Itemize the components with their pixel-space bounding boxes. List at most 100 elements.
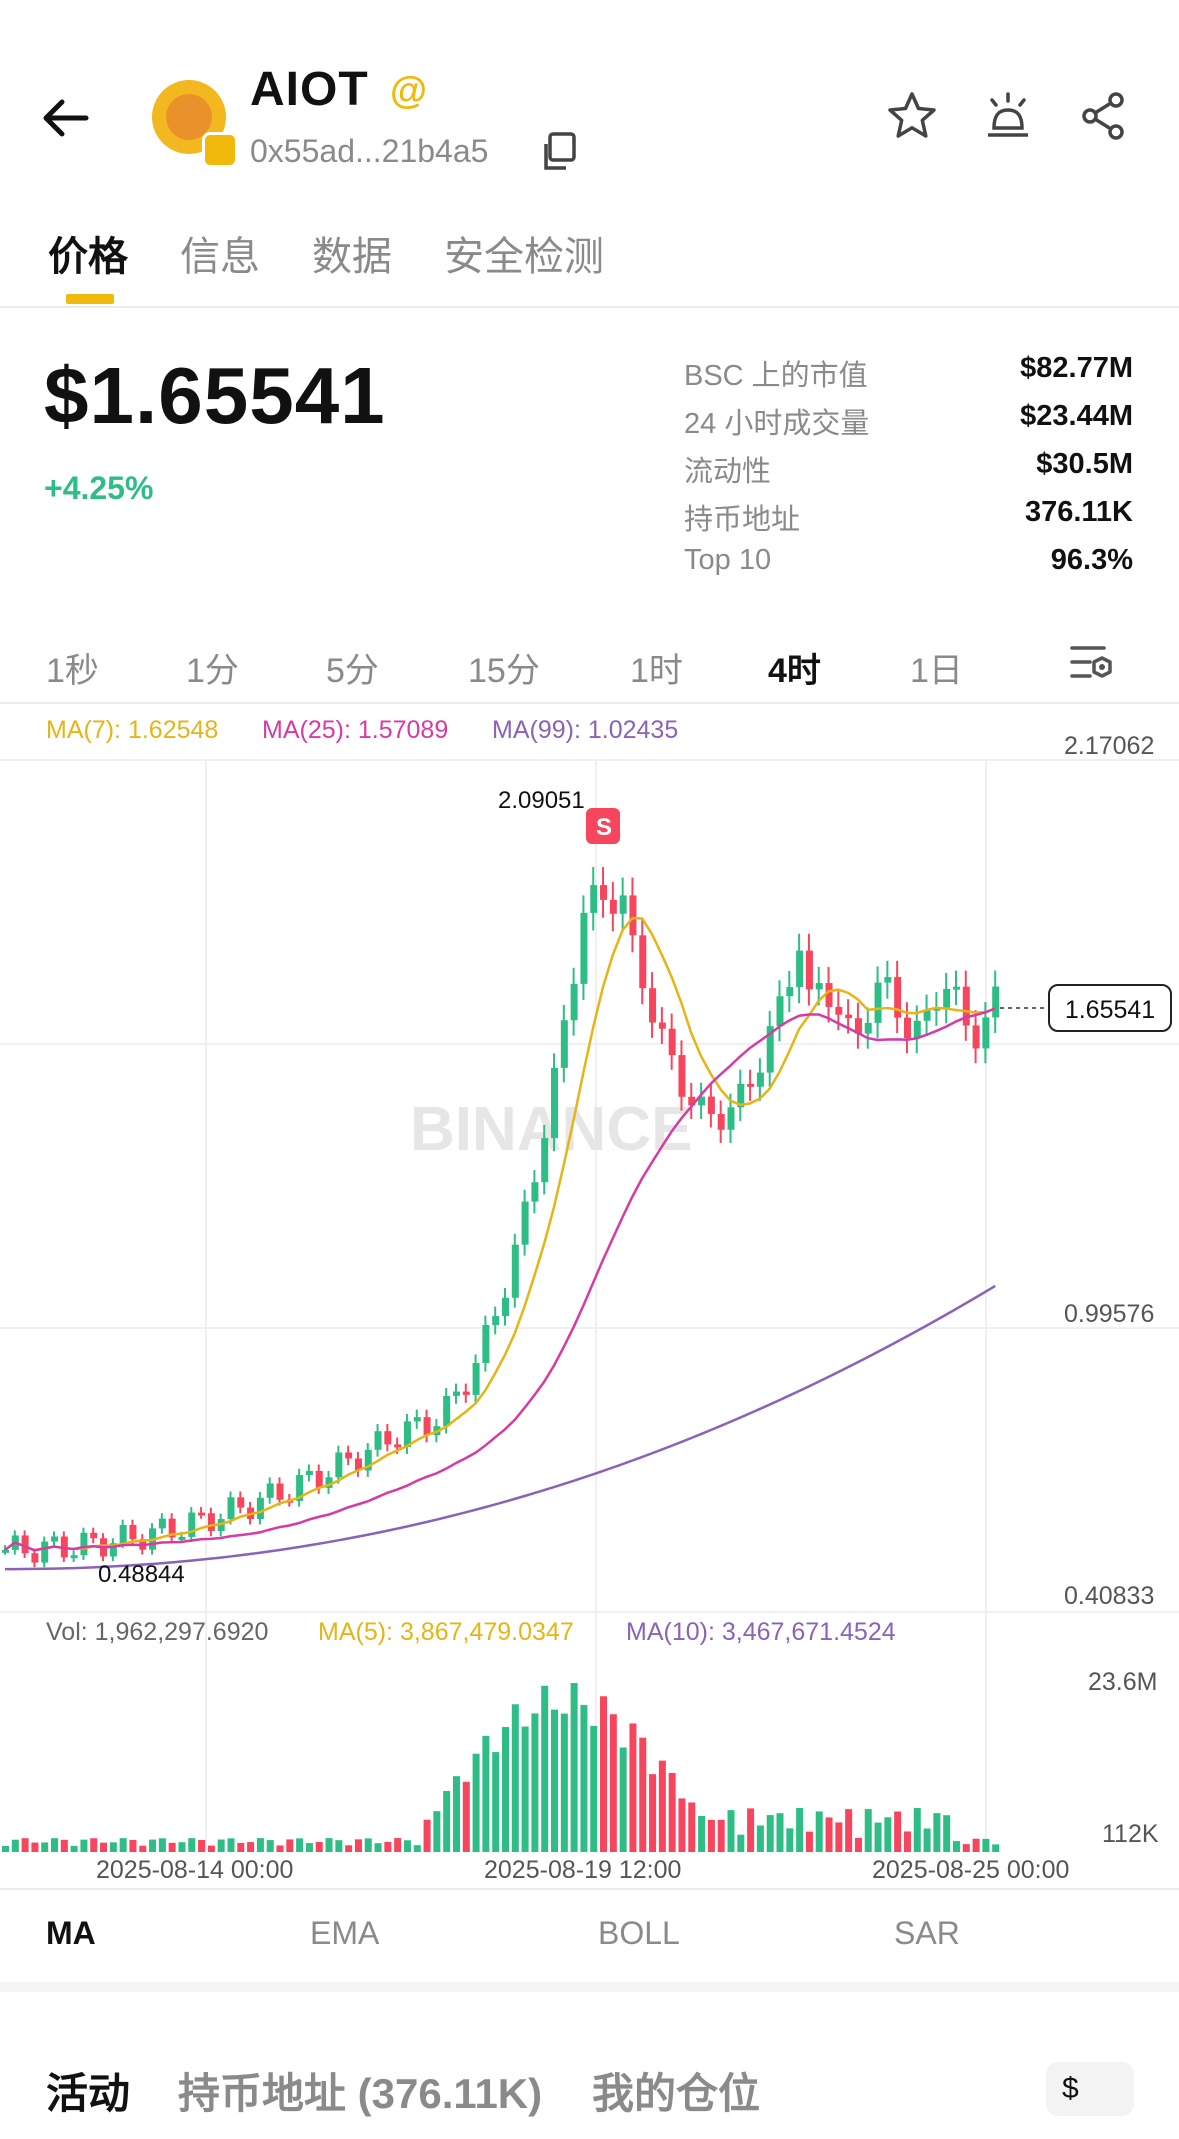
price-axis-top: 2.17062 [1064, 732, 1155, 760]
tab-price[interactable]: 价格 [48, 235, 128, 279]
tab-data[interactable]: 数据 [312, 235, 392, 279]
volume-axis-top: 23.6M [1088, 1668, 1158, 1696]
volume-bar [619, 1747, 627, 1852]
tab-security-check[interactable]: 安全检测 [444, 235, 604, 279]
volume-bar [776, 1813, 784, 1852]
candle-body [413, 1417, 421, 1422]
volume-bar [364, 1838, 372, 1852]
volume-bar [629, 1723, 637, 1852]
candle-body [992, 986, 1000, 1018]
candle-body [903, 1017, 911, 1039]
volume-bar [443, 1791, 451, 1852]
ma99-line [4, 1284, 996, 1571]
volume-bar [511, 1704, 519, 1852]
candle-body [786, 987, 794, 997]
volume-bar [600, 1696, 608, 1852]
interval-1h[interactable]: 1时 [630, 652, 683, 690]
interval-4h[interactable]: 4时 [768, 652, 821, 690]
volume-bar [296, 1838, 304, 1852]
volume-bar [168, 1842, 176, 1852]
volume-bar [933, 1813, 941, 1852]
indicator-boll[interactable]: BOLL [598, 1915, 680, 1951]
candle-body [835, 1006, 843, 1015]
volume-bar [825, 1817, 833, 1852]
tab-activity[interactable]: 活动 [46, 2070, 131, 2117]
candle-body [570, 983, 578, 1021]
candle-body [80, 1532, 88, 1556]
volume-bar [688, 1802, 696, 1852]
volume-bar [335, 1840, 343, 1852]
indicator-ma[interactable]: MA [46, 1915, 96, 1951]
indicator-ema[interactable]: EMA [310, 1915, 380, 1951]
candle-body [41, 1541, 49, 1563]
volume-bar [80, 1839, 88, 1852]
interval-1m[interactable]: 1分 [186, 652, 239, 690]
candle-body [119, 1524, 127, 1544]
currency-toggle-button[interactable]: $ [1046, 2062, 1134, 2116]
candle-body [717, 1113, 725, 1130]
candle-body [207, 1513, 215, 1532]
candle-body [845, 1014, 853, 1019]
candle-body [727, 1107, 735, 1130]
star-icon[interactable] [884, 88, 940, 144]
volume-bar [70, 1845, 78, 1852]
candle-body [933, 1007, 941, 1011]
candle-body [129, 1524, 137, 1540]
section-separator [0, 1982, 1179, 1992]
volume-bar [472, 1753, 480, 1852]
interval-1d[interactable]: 1日 [910, 652, 963, 690]
chart-grid [0, 759, 1179, 1850]
volume-bar [198, 1839, 206, 1852]
candle-body [364, 1449, 372, 1471]
interval-5m[interactable]: 5分 [326, 652, 379, 690]
volume-bar [462, 1781, 470, 1852]
candle-body [698, 1096, 706, 1106]
candles [2, 866, 1000, 1568]
interval-15m[interactable]: 15分 [468, 652, 540, 690]
candle-body [227, 1497, 235, 1520]
volume-bar [452, 1776, 460, 1852]
contract-address: 0x55ad...21b4a5 [250, 133, 489, 169]
share-icon[interactable] [1076, 88, 1132, 144]
tab-info[interactable]: 信息 [180, 235, 260, 279]
volume-bar [943, 1815, 951, 1852]
volume-bar [756, 1825, 764, 1852]
low-price-label: 0.48844 [98, 1561, 185, 1588]
candle-body [658, 1022, 666, 1029]
volume-bar [590, 1725, 598, 1852]
alert-bell-icon[interactable] [980, 88, 1036, 144]
indicator-sar[interactable]: SAR [894, 1915, 960, 1951]
candle-body [482, 1324, 490, 1363]
candle-body [296, 1475, 304, 1501]
at-icon[interactable]: @ [390, 70, 428, 112]
stat-value-market-cap: $82.77M [1020, 352, 1133, 384]
stat-value-volume: $23.44M [1020, 400, 1133, 432]
sell-marker-label: S [596, 814, 612, 841]
volume-bar [570, 1683, 578, 1852]
tab-holders[interactable]: 持币地址 (376.11K) [178, 2070, 543, 2117]
token-name: AIOT [250, 63, 369, 116]
candle-body [31, 1553, 39, 1563]
candle-body [188, 1512, 196, 1537]
candle-body [51, 1536, 59, 1542]
volume-bar [786, 1828, 794, 1852]
volume-bar [90, 1838, 98, 1852]
volume-bar [60, 1839, 68, 1852]
volume-bar [51, 1838, 59, 1852]
candle-body [629, 895, 637, 936]
candle-body [952, 986, 960, 990]
chart-settings-icon[interactable] [1068, 640, 1116, 684]
stat-label-volume: 24 小时成交量 [684, 408, 870, 440]
interval-1s[interactable]: 1秒 [46, 652, 99, 690]
volume-bar [992, 1844, 1000, 1852]
volume-bar [178, 1842, 186, 1852]
back-arrow-icon[interactable] [38, 88, 98, 148]
volume-bar [100, 1842, 108, 1852]
volume-bar [276, 1845, 284, 1852]
candle-body [325, 1477, 333, 1488]
candle-body [237, 1497, 245, 1508]
copy-icon[interactable] [540, 132, 578, 172]
candle-body [805, 950, 813, 990]
tab-my-position[interactable]: 我的仓位 [592, 2070, 761, 2117]
